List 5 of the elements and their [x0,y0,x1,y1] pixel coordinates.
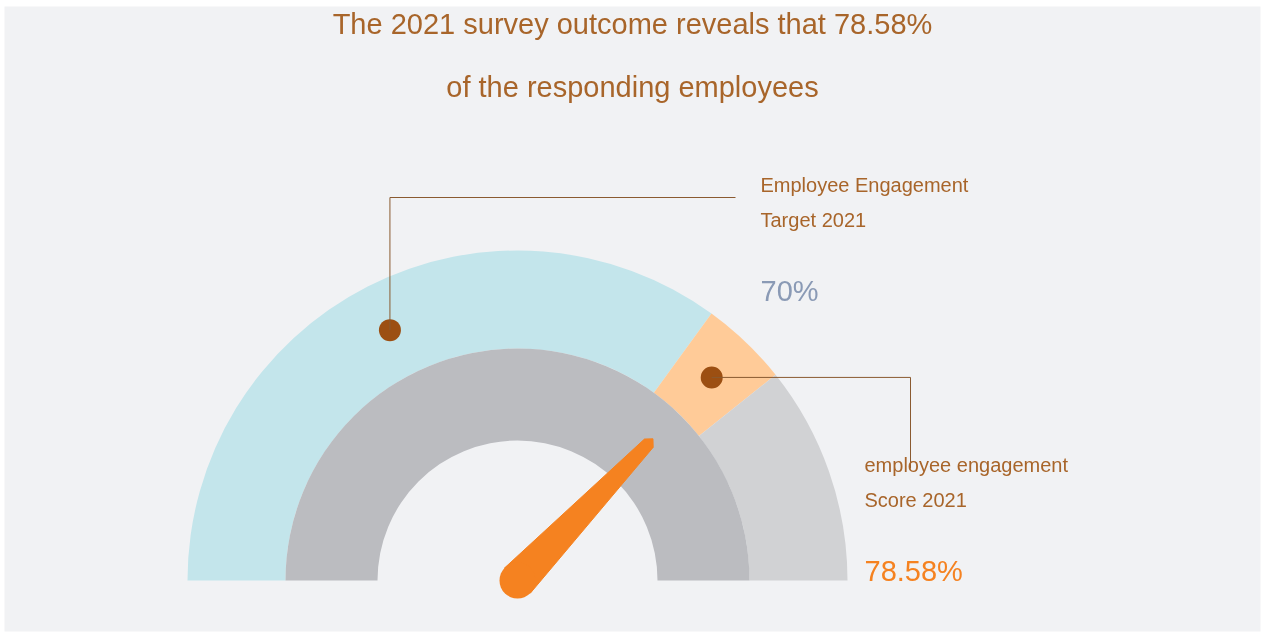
text: 70% [760,274,819,307]
chart-title: The 2021 survey outcome reveals that 78.58% of the responding employees [332,8,933,103]
slice-label: Employee Engagement Target 2021 [760,173,969,232]
text: 78.58% [864,554,963,587]
slice-label: employee engagement Score 2021 [864,453,1069,512]
